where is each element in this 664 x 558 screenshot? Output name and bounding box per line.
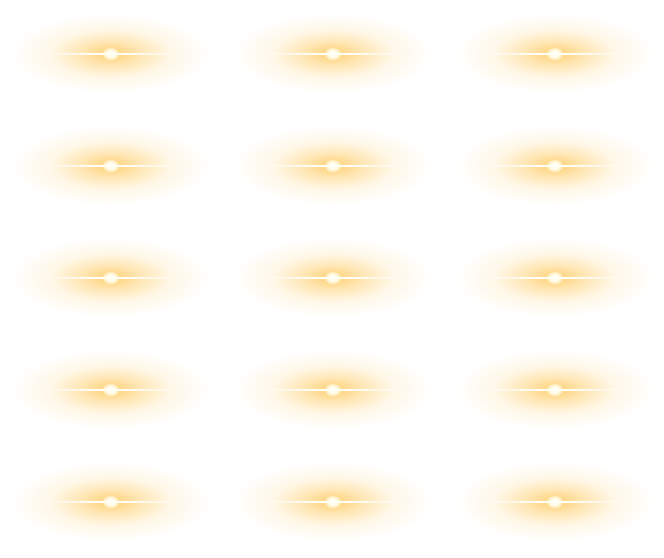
lens-flare-sprite: [233, 350, 433, 430]
flare-core: [325, 384, 341, 396]
lens-flare-sprite: [233, 238, 433, 318]
flare-core: [103, 160, 119, 172]
lens-flare-sprite: [11, 350, 211, 430]
flare-core: [325, 496, 341, 508]
lens-flare-sprite: [11, 14, 211, 94]
lens-flare-sprite: [11, 462, 211, 542]
lens-flare-sprite: [11, 238, 211, 318]
flare-core: [103, 384, 119, 396]
flare-core: [103, 272, 119, 284]
lens-flare-sprite: [11, 126, 211, 206]
lens-flare-sprite: [455, 14, 655, 94]
flare-core: [547, 48, 563, 60]
flare-core: [325, 160, 341, 172]
lens-flare-sprite: [455, 126, 655, 206]
lens-flare-sprite: [233, 462, 433, 542]
flare-core: [547, 160, 563, 172]
flare-core: [325, 48, 341, 60]
flare-core: [547, 272, 563, 284]
lens-flare-sprite: [233, 126, 433, 206]
flare-core: [547, 496, 563, 508]
lens-flare-sprite: [455, 462, 655, 542]
flare-core: [547, 384, 563, 396]
flare-core: [325, 272, 341, 284]
lens-flare-sprite: [455, 350, 655, 430]
lens-flare-sprite: [455, 238, 655, 318]
lens-flare-sprite: [233, 14, 433, 94]
flare-core: [103, 496, 119, 508]
flare-core: [103, 48, 119, 60]
